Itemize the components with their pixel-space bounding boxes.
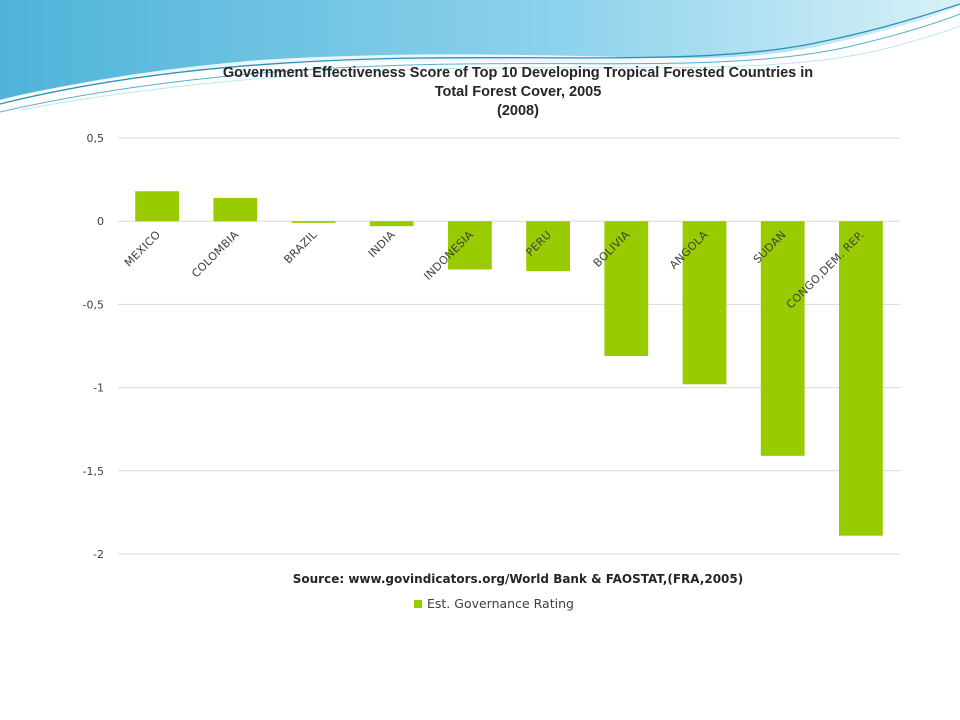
x-tick-label: INDIA [366,228,398,260]
legend-swatch [414,599,422,608]
x-tick-label: COLOMBIA [189,228,241,280]
x-tick-label: MEXICO [122,228,163,269]
legend: Est. Governance Rating [414,596,574,611]
y-tick-label: -1,5 [83,465,104,478]
wave-line-2 [0,13,960,113]
legend-label: Est. Governance Rating [427,596,574,611]
chart-title-line-2: Total Forest Cover, 2005 [434,84,602,100]
wave-band [0,0,960,100]
chart-title-line-1: Government Effectiveness Score of Top 10… [222,65,814,81]
bar [760,221,805,456]
x-axis-label: Source: www.govindicators.org/World Bank… [292,572,744,586]
chart-title-line-3: (2008) [497,103,539,119]
bar [604,221,649,356]
y-tick-label: 0,5 [87,132,105,145]
bar [448,221,492,270]
bar [526,221,570,272]
wave-white-band [0,6,960,108]
y-tick-label: -1 [93,382,104,395]
bar [135,191,179,222]
y-tick-label: 0 [97,215,104,228]
bar [839,221,883,536]
x-tick-label: BRAZIL [281,228,320,267]
wave-line-1 [0,3,960,105]
bar [291,221,336,223]
bar [369,221,414,227]
wave-line-3 [19,25,960,111]
y-tick-label: -2 [93,548,104,561]
bar [682,221,727,385]
y-tick-label: -0,5 [83,298,104,311]
bar [213,197,258,222]
chart-title: Government Effectiveness Score of Top 10… [118,64,918,121]
